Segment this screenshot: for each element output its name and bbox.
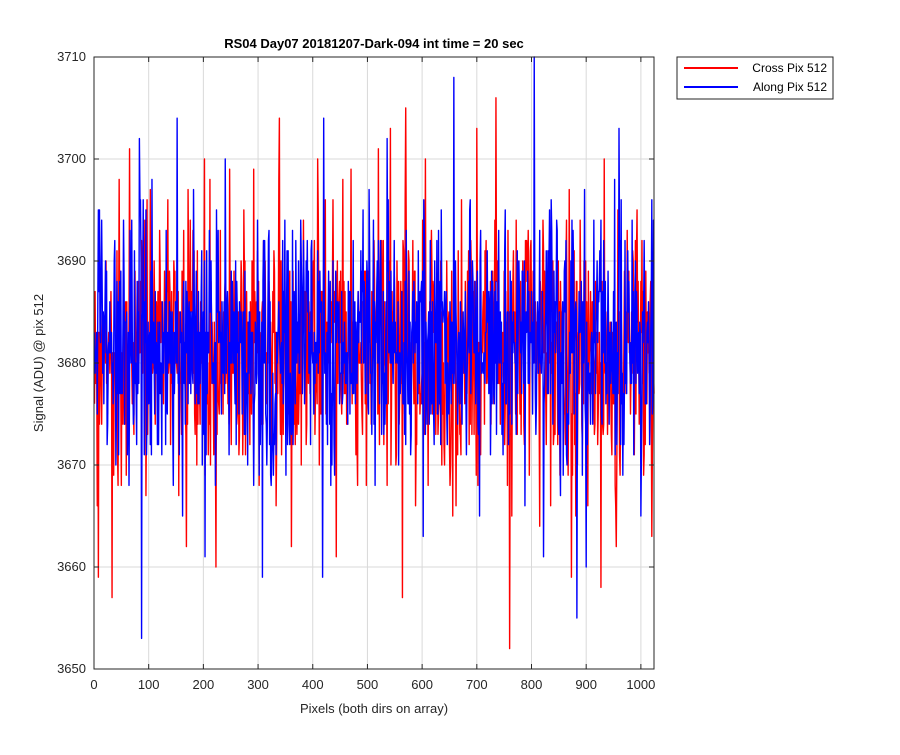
x-tick-label: 100: [138, 677, 160, 692]
y-axis-label: Signal (ADU) @ pix 512: [31, 294, 46, 432]
y-tick-label: 3680: [57, 355, 86, 370]
y-tick-label: 3650: [57, 661, 86, 676]
x-tick-label: 800: [521, 677, 543, 692]
y-tick-label: 3660: [57, 559, 86, 574]
y-tick-label: 3670: [57, 457, 86, 472]
x-tick-label: 400: [302, 677, 324, 692]
legend-label-cross-pix-512: Cross Pix 512: [752, 61, 827, 75]
legend-label-along-pix-512: Along Pix 512: [753, 80, 827, 94]
x-tick-label: 500: [357, 677, 379, 692]
x-tick-label: 900: [575, 677, 597, 692]
series-line-along-pix-512: [93, 56, 655, 640]
legend: Cross Pix 512 Along Pix 512: [676, 56, 834, 100]
y-tick-label: 3690: [57, 253, 86, 268]
series-layer: [93, 56, 655, 650]
ticks: 0 100 200 300 400 500 600 700 800 900 1000 3650 3660…: [57, 49, 655, 692]
x-tick-label: 300: [247, 677, 269, 692]
x-tick-label: 0: [90, 677, 97, 692]
x-tick-label: 600: [411, 677, 433, 692]
x-tick-label: 1000: [626, 677, 655, 692]
legend-box: [676, 56, 834, 100]
x-axis-label: Pixels (both dirs on array): [300, 701, 448, 716]
y-tick-label: 3700: [57, 151, 86, 166]
y-tick-label: 3710: [57, 49, 86, 64]
x-tick-label: 700: [466, 677, 488, 692]
x-tick-label: 200: [193, 677, 215, 692]
chart-title: RS04 Day07 20181207-Dark-094 int time = …: [224, 36, 524, 51]
